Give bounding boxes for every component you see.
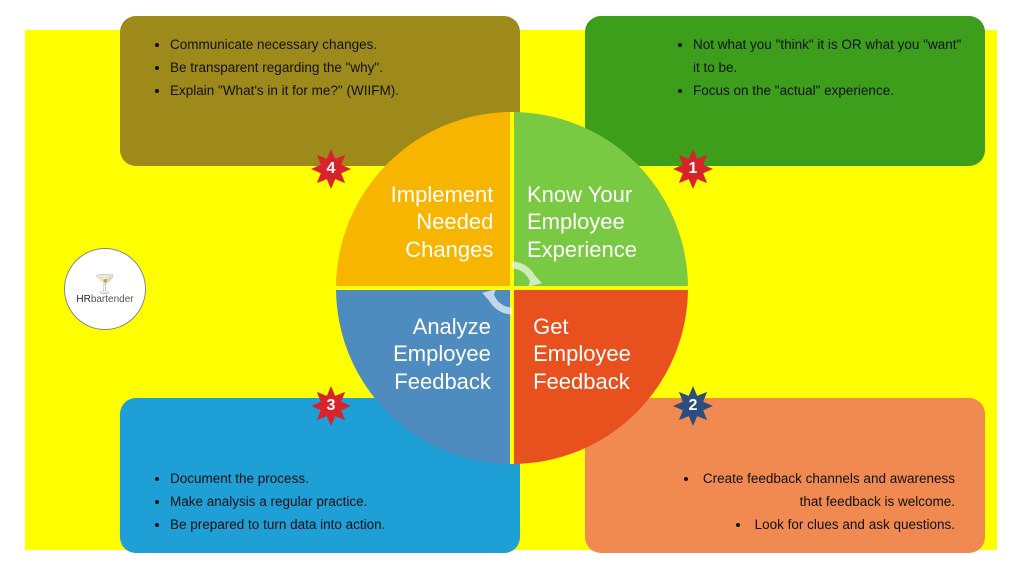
q4-line: Changes [391,236,494,264]
step-badge-2: 2 [672,385,714,427]
quadrant-4-implement: Implement Needed Changes [336,112,512,288]
quadrant-2-get: Get Employee Feedback [512,288,688,464]
logo-text-b: bartender [91,294,134,305]
quadrant-1-know: Know Your Employee Experience [512,112,688,288]
q1-line: Experience [527,236,637,264]
callout-1-bullet: Focus on the "actual" experience. [693,80,967,103]
quadrant-3-analyze: Analyze Employee Feedback [336,288,512,464]
callout-3-bullet: Document the process. [170,468,502,491]
callout-4-bullet: Be transparent regarding the "why". [170,57,502,80]
q3-line: Analyze [393,313,491,341]
q2-line: Get [533,313,631,341]
callout-4-bullet: Explain "What's in it for me?" (WIIFM). [170,80,502,103]
q4-line: Needed [391,208,494,236]
pie-gap-vertical [510,112,514,464]
hrbartender-logo: 🍸 HRbartender [64,248,146,330]
q1-line: Know Your [527,181,637,209]
step-number: 3 [327,397,336,415]
step-badge-1: 1 [672,148,714,190]
q4-line: Implement [391,181,494,209]
logo-text-a: HR [76,294,90,305]
q1-line: Employee [527,208,637,236]
martini-icon: 🍸 [94,274,116,295]
logo-text: HRbartender [76,294,133,305]
cycle-pie: Implement Needed Changes Know Your Emplo… [336,112,688,464]
q3-line: Employee [393,340,491,368]
callout-2-bullet: Create feedback channels and awareness t… [675,468,955,514]
step-number: 2 [689,397,698,415]
step-number: 4 [327,160,336,178]
callout-2-bullet: Look for clues and ask questions. [675,514,955,537]
step-number: 1 [689,160,698,178]
callout-4-bullet: Communicate necessary changes. [170,34,502,57]
callout-1-bullet: Not what you "think" it is OR what you "… [693,34,967,80]
q3-line: Feedback [393,368,491,396]
callout-3-bullet: Be prepared to turn data into action. [170,514,502,537]
callout-3-bullet: Make analysis a regular practice. [170,491,502,514]
q2-line: Feedback [533,368,631,396]
q2-line: Employee [533,340,631,368]
step-badge-4: 4 [310,148,352,190]
infographic-stage: Communicate necessary changes. Be transp… [0,0,1024,576]
step-badge-3: 3 [310,385,352,427]
